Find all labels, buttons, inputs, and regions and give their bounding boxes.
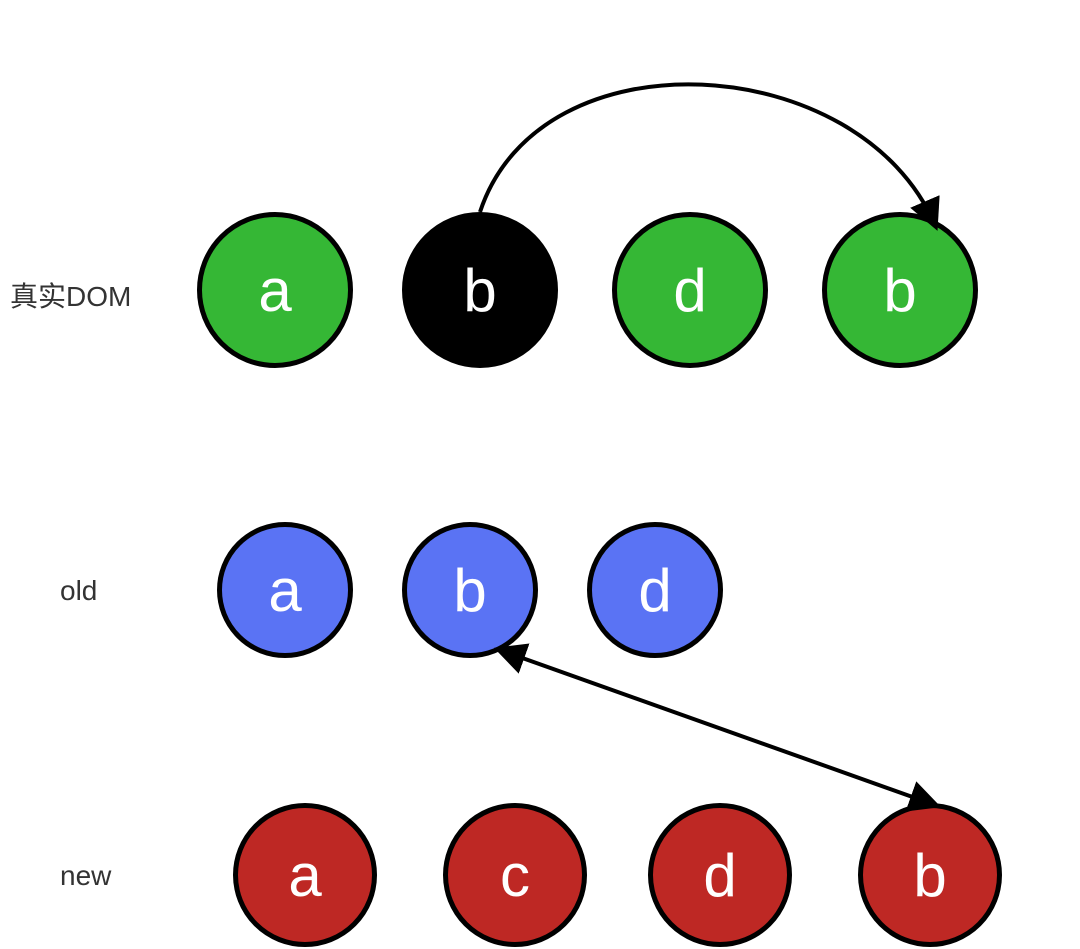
node-new-a: a <box>233 803 377 947</box>
node-new-c: c <box>443 803 587 947</box>
node-label: a <box>258 256 291 325</box>
node-label: d <box>638 556 671 625</box>
node-old-d: d <box>587 522 723 658</box>
node-real-b2: b <box>822 212 978 368</box>
node-label: b <box>883 256 916 325</box>
node-old-a: a <box>217 522 353 658</box>
node-old-b: b <box>402 522 538 658</box>
node-label: b <box>913 841 946 910</box>
arrow-arc-real-b1-to-b2 <box>480 84 935 225</box>
row-label-real-dom: 真实DOM <box>10 275 131 315</box>
row-label-new: new <box>60 860 111 892</box>
node-label: d <box>703 841 736 910</box>
arrow-line-old-b-to-new-b <box>500 650 935 805</box>
node-real-b1: b <box>402 212 558 368</box>
node-real-d: d <box>612 212 768 368</box>
node-label: a <box>288 841 321 910</box>
node-label: c <box>500 841 530 910</box>
node-new-b: b <box>858 803 1002 947</box>
node-label: a <box>268 556 301 625</box>
node-label: d <box>673 256 706 325</box>
node-label: b <box>453 556 486 625</box>
row-label-old: old <box>60 575 97 607</box>
node-new-d: d <box>648 803 792 947</box>
node-label: b <box>463 256 496 325</box>
node-real-a: a <box>197 212 353 368</box>
